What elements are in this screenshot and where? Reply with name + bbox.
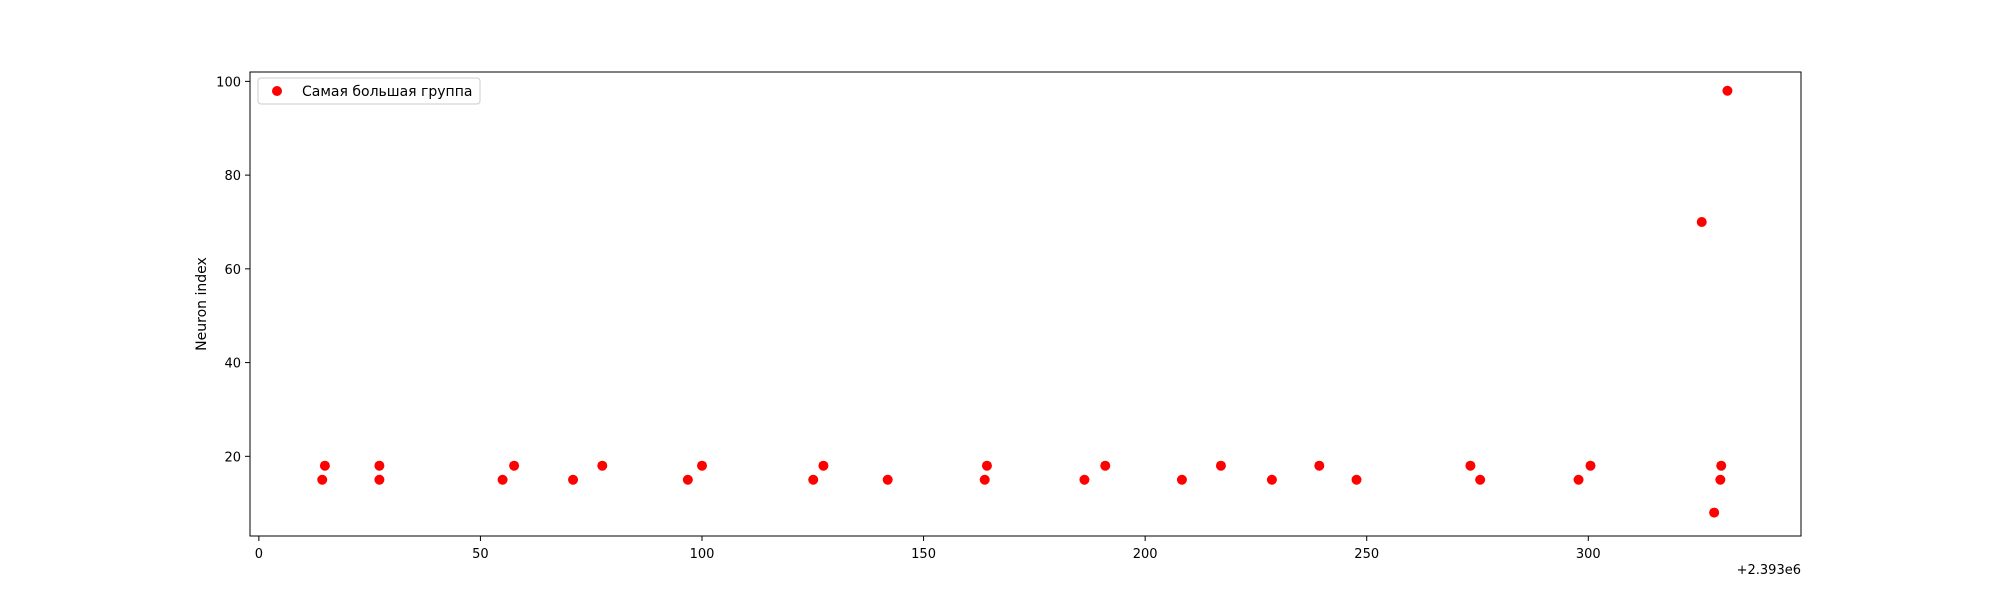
legend-marker	[272, 86, 282, 96]
data-point	[1465, 460, 1476, 471]
data-point	[568, 474, 579, 485]
data-point	[597, 460, 608, 471]
y-tick-label: 40	[224, 357, 241, 372]
legend-box	[257, 77, 481, 105]
data-point	[882, 474, 893, 485]
data-point	[317, 474, 328, 485]
data-point	[1696, 216, 1707, 227]
data-point	[374, 474, 385, 485]
data-point	[1351, 474, 1362, 485]
data-point	[697, 460, 708, 471]
data-point	[682, 474, 693, 485]
data-point	[979, 474, 990, 485]
data-point	[319, 460, 330, 471]
data-point	[1585, 460, 1596, 471]
data-point	[1716, 460, 1727, 471]
data-point	[1715, 474, 1726, 485]
data-point	[497, 474, 508, 485]
data-point	[1215, 460, 1226, 471]
data-point	[818, 460, 829, 471]
y-axis-label: Neuron index	[194, 257, 210, 351]
data-point	[981, 460, 992, 471]
data-point	[1314, 460, 1325, 471]
y-tick-label: 80	[224, 169, 241, 184]
x-tick-label: 250	[1354, 547, 1379, 562]
y-tick-label: 60	[224, 263, 241, 278]
x-tick-label: 200	[1133, 547, 1158, 562]
data-point	[1573, 474, 1584, 485]
data-point	[1100, 460, 1111, 471]
x-tick-label: 300	[1576, 547, 1601, 562]
data-point	[509, 460, 520, 471]
y-axis: 20 40 60 80 100	[216, 75, 250, 465]
data-point	[1266, 474, 1277, 485]
data-point	[808, 474, 819, 485]
x-axis: 0 50 100 150 200 250 300	[255, 536, 1601, 562]
y-tick-label: 20	[224, 450, 241, 465]
data-point	[1079, 474, 1090, 485]
data-point	[1709, 507, 1720, 518]
data-points	[317, 85, 1733, 518]
x-tick-label: 100	[690, 547, 715, 562]
y-tick-label: 100	[216, 75, 241, 90]
data-point	[374, 460, 385, 471]
data-point	[1722, 85, 1733, 96]
legend-label: Самая большая группа	[302, 84, 472, 100]
x-axis-offset-label: +2.393e6	[1737, 563, 1801, 578]
data-point	[1475, 474, 1486, 485]
x-tick-label: 0	[255, 547, 263, 562]
plot-area-frame	[249, 71, 1802, 537]
x-tick-label: 150	[911, 547, 936, 562]
data-point	[1176, 474, 1187, 485]
x-tick-label: 50	[472, 547, 489, 562]
legend: Самая большая группа	[257, 77, 481, 105]
